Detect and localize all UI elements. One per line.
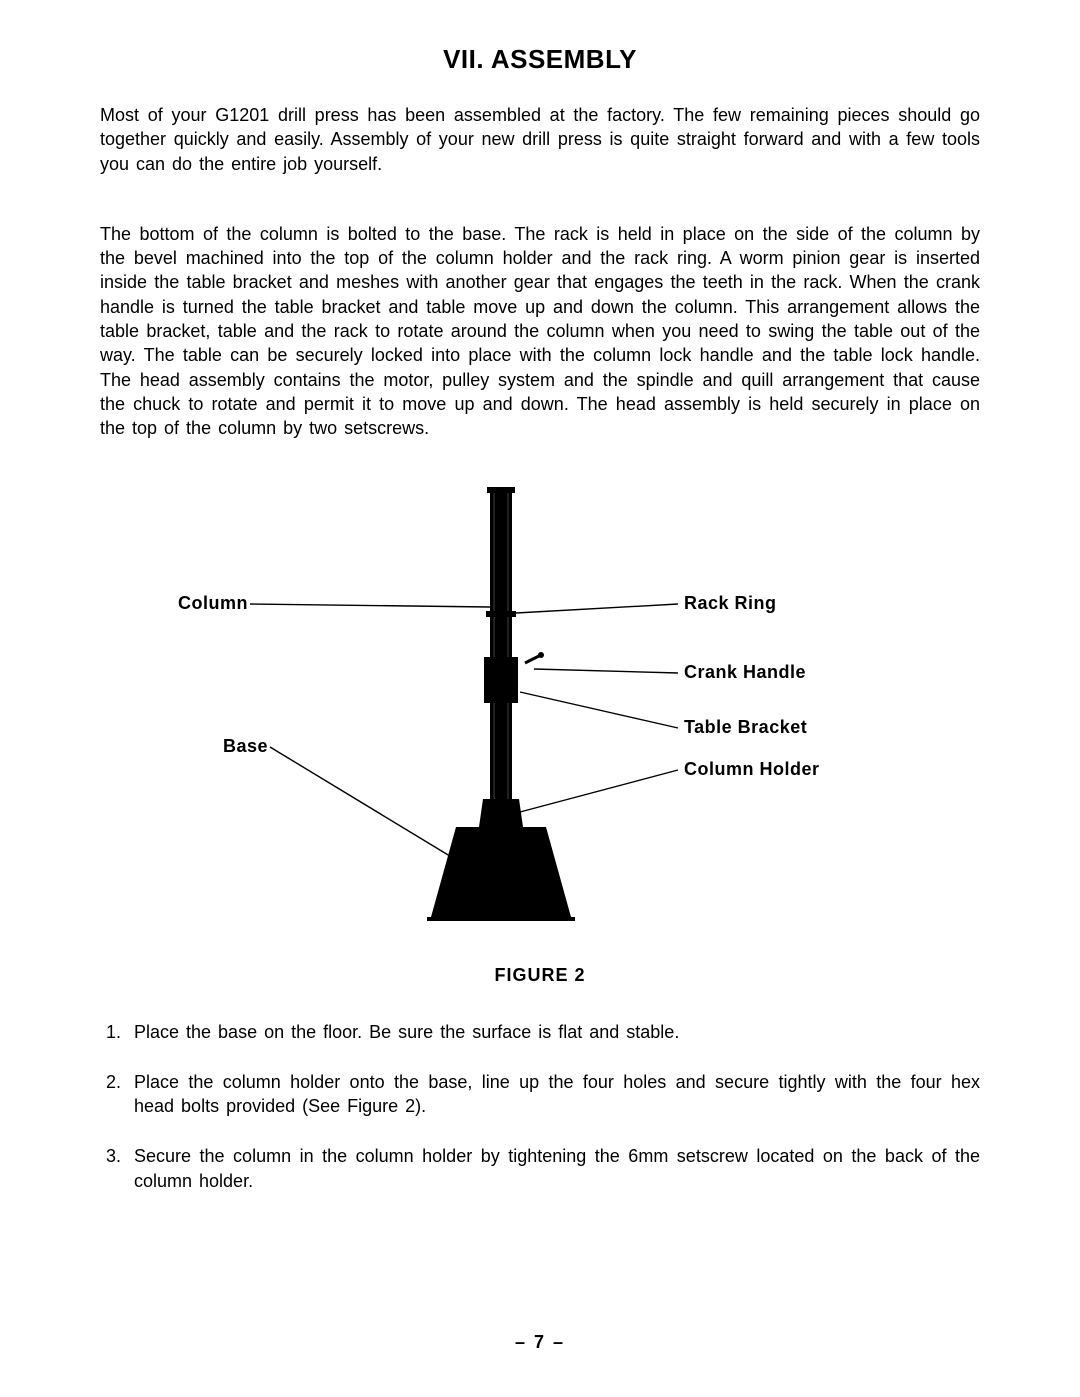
document-page: VII. ASSEMBLY Most of your G1201 drill p… [0,0,1080,1397]
step-3: Secure the column in the column holder b… [128,1144,980,1193]
callout-rack-ring: Rack Ring [684,593,777,614]
step-2: Place the column holder onto the base, l… [128,1070,980,1119]
callout-crank-handle: Crank Handle [684,662,806,683]
callout-table-bracket: Table Bracket [684,717,807,738]
figure-svg [100,487,980,957]
intro-paragraph-2: The bottom of the column is bolted to th… [100,222,980,441]
step-1: Place the base on the floor. Be sure the… [128,1020,980,1044]
callout-base: Base [223,736,268,757]
intro-paragraph-1: Most of your G1201 drill press has been … [100,103,980,176]
figure-caption: FIGURE 2 [100,965,980,986]
callout-column-holder: Column Holder [684,759,820,780]
page-number: – 7 – [0,1332,1080,1353]
figure-2: Column Rack Ring Crank Handle Table Brac… [100,487,980,957]
assembly-steps: Place the base on the floor. Be sure the… [100,1020,980,1193]
callout-column: Column [178,593,248,614]
section-title: VII. ASSEMBLY [100,44,980,75]
